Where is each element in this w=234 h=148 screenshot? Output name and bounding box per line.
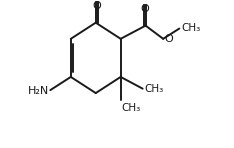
Text: CH₃: CH₃ <box>121 103 140 113</box>
Text: CH₃: CH₃ <box>181 23 200 33</box>
Text: H₂N: H₂N <box>28 86 50 96</box>
Text: O: O <box>92 1 101 11</box>
Text: CH₃: CH₃ <box>144 84 164 94</box>
Text: O: O <box>164 34 173 44</box>
Text: O: O <box>140 4 149 14</box>
